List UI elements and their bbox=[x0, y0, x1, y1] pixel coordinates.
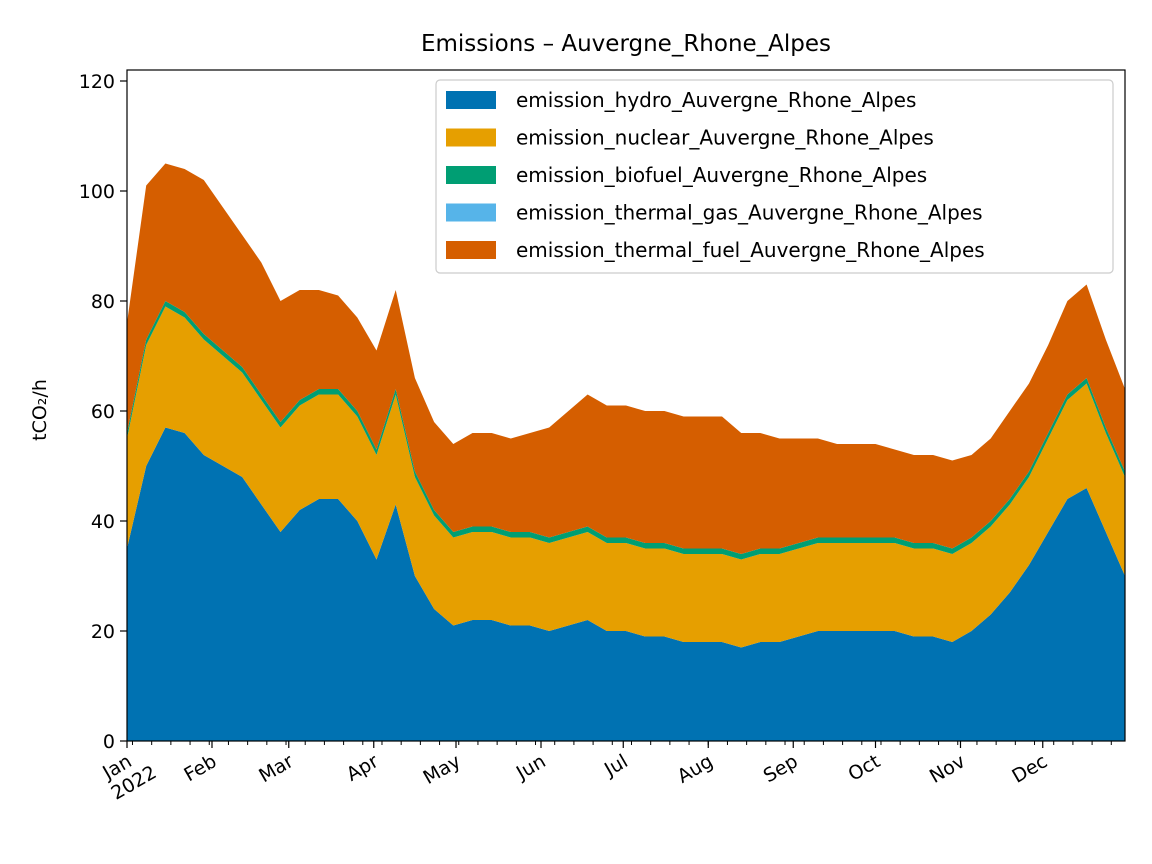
legend-swatch-1 bbox=[446, 128, 496, 147]
x-tick-label-dec: Dec bbox=[1008, 750, 1051, 787]
y-tick-label-80: 80 bbox=[91, 291, 115, 313]
x-tick-label-month: Nov bbox=[926, 750, 969, 788]
x-tick-label-month: Apr bbox=[343, 750, 383, 786]
x-tick-label-month: Sep bbox=[760, 750, 802, 787]
legend-label-1: emission_nuclear_Auvergne_Rhone_Alpes bbox=[516, 126, 934, 150]
legend-label-2: emission_biofuel_Auvergne_Rhone_Alpes bbox=[516, 163, 927, 187]
y-tick-label-0: 0 bbox=[103, 731, 115, 753]
x-tick-label-month: Dec bbox=[1008, 750, 1051, 787]
legend-label-3: emission_thermal_gas_Auvergne_Rhone_Alpe… bbox=[516, 201, 983, 225]
area-series-0 bbox=[127, 427, 1125, 741]
x-tick-label-sep: Sep bbox=[760, 750, 802, 787]
legend-label-4: emission_thermal_fuel_Auvergne_Rhone_Alp… bbox=[516, 238, 985, 262]
x-tick-label-oct: Oct bbox=[845, 750, 884, 785]
x-axis: Jan2022 Feb Mar Apr May Jun Jul Aug Sep Oct Nov Dec bbox=[98, 741, 1112, 805]
y-axis-label: tCO₂/h bbox=[29, 379, 51, 441]
x-tick-label-month: Jun bbox=[512, 750, 550, 784]
y-tick-label-100: 100 bbox=[79, 181, 115, 203]
y-tick-label-60: 60 bbox=[91, 401, 115, 423]
x-tick-label-month: Aug bbox=[674, 750, 717, 788]
x-tick-label-month: Mar bbox=[255, 750, 297, 787]
legend-swatch-4 bbox=[446, 241, 496, 259]
chart-title: Emissions – Auvergne_Rhone_Alpes bbox=[421, 31, 831, 57]
x-tick-label-month: Jul bbox=[600, 750, 632, 781]
y-tick-label-20: 20 bbox=[91, 621, 115, 643]
area-series-1 bbox=[127, 306, 1125, 648]
x-tick-label-month: Feb bbox=[180, 750, 220, 786]
area-series-4 bbox=[127, 163, 1125, 554]
x-tick-label-mar: Mar bbox=[255, 750, 297, 787]
x-tick-label-aug: Aug bbox=[674, 750, 717, 788]
legend-box bbox=[435, 79, 1114, 274]
x-tick-label-month: Oct bbox=[845, 750, 884, 785]
y-tick-label-120: 120 bbox=[79, 71, 115, 93]
x-tick-label-may: May bbox=[419, 750, 464, 789]
x-tick-label-jun: Jun bbox=[512, 750, 550, 784]
x-tick-label-feb: Feb bbox=[180, 750, 220, 786]
stacked-areas bbox=[127, 163, 1125, 741]
x-tick-label-jul: Jul bbox=[600, 750, 632, 781]
x-tick-label-nov: Nov bbox=[926, 750, 969, 788]
plot-frame bbox=[126, 69, 1126, 742]
x-tick-label-month: May bbox=[419, 750, 464, 789]
legend-swatch-0 bbox=[446, 91, 496, 109]
y-axis: 0 20 40 60 80 100 120 bbox=[79, 71, 127, 753]
legend-swatch-2 bbox=[446, 166, 496, 184]
x-tick-label-apr: Apr bbox=[343, 750, 383, 786]
legend-label-0: emission_hydro_Auvergne_Rhone_Alpes bbox=[516, 88, 916, 112]
legend-swatch-3 bbox=[446, 203, 496, 222]
y-tick-label-40: 40 bbox=[91, 511, 115, 533]
legend: emission_hydro_Auvergne_Rhone_Alpesemiss… bbox=[435, 79, 1114, 274]
